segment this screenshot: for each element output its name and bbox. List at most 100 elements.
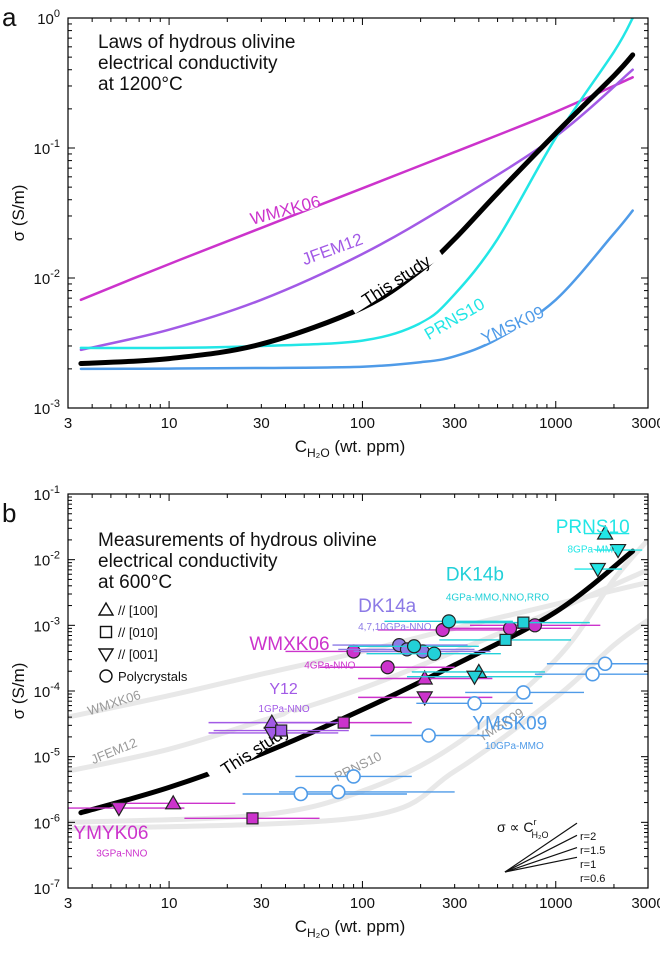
group-dk14b-point-square: [499, 633, 512, 647]
group-dk14a: DK14a 4,7,10GPa-NNO: [332, 596, 491, 659]
group-y12: Y12 1GPa-NNO: [208, 681, 349, 742]
series-prns10-line: [79, 18, 634, 350]
legend-triangle-down-icon: [97, 648, 115, 663]
y-tick-label: 10-4: [34, 681, 60, 701]
group-ymsk09-point-hcircle: [585, 666, 600, 682]
y-axis-label: σ (S/m): [9, 185, 28, 242]
x-tick-label: 100: [350, 895, 375, 912]
group-dk14b-point-circle: [406, 639, 422, 654]
group-ymsk09-point-hcircle: [597, 656, 613, 672]
series-this-study-label-background: [345, 241, 444, 314]
y-tick-label: 10-2: [34, 268, 60, 288]
group-ymyk06-sublabel: 3GPa-NNO: [96, 849, 147, 860]
chart-title-line: Laws of hydrous olivine: [98, 32, 296, 53]
y-tick-base: 10: [34, 618, 51, 635]
series-ymsk09-label-group: YMSK09: [477, 300, 547, 348]
group-ymsk09-point-hcircle: [330, 784, 346, 800]
x-tick-label: 3: [64, 415, 72, 432]
series-prns10-label-background: [420, 292, 486, 341]
group-wmxk06-point-square: [246, 812, 259, 825]
legend-triangle-up-icon: [97, 601, 115, 616]
group-prns10-point-triangle-down: [589, 562, 607, 578]
group-wmxk06-sublabel: 4GPa-NNO: [304, 661, 355, 672]
group-y12-sublabel: 1GPa-NNO: [258, 704, 309, 715]
y-tick-exponent: -3: [50, 398, 60, 410]
group-wmxk06-point-triangle-up: [164, 794, 182, 810]
group-dk14b-point-triangle-down: [465, 670, 484, 686]
series-jfem12-label: JFEM12: [299, 230, 365, 270]
x-axis-label-main: C: [295, 917, 307, 936]
x-tick-label: 30: [253, 895, 270, 912]
group-prns10: PRNS10 8GPa-MMO: [556, 517, 643, 578]
background-curve-prns10: [68, 538, 648, 825]
series-wmxk06-label: WMXK06: [248, 192, 322, 229]
group-wmxk06-point-triangle-down: [416, 691, 434, 707]
chart-title-line: electrical conductivity: [98, 53, 278, 74]
x-axis-label: CH₂O (wt. ppm): [295, 917, 406, 940]
group-dk14a-sublabel: 4,7,10GPa-NNO: [358, 622, 432, 633]
group-ymsk09-point-hcircle: [346, 769, 361, 784]
y-tick-base: 10: [34, 487, 51, 504]
series-wmxk06-label-background: [250, 189, 319, 224]
y-tick-exponent: -1: [50, 138, 60, 150]
x-tick-label: 3000: [631, 895, 660, 912]
symbol-legend: // [100] // [010] // [001] Polycrystals: [97, 601, 188, 684]
group-wmxk06-point-circle: [380, 660, 395, 675]
series-ymsk09-label: YMSK09: [478, 302, 547, 348]
slope-line-label: r=1.5: [580, 845, 605, 857]
group-dk14a-label: DK14a: [358, 596, 417, 617]
y-tick-label: 10-3: [34, 615, 60, 635]
chart-title-line: at 1200°C: [98, 74, 183, 95]
background-label-wmxk06: WMXK06: [86, 687, 143, 718]
y-tick-exponent: -4: [50, 681, 60, 693]
slope-formula-main: σ ∝ C: [497, 819, 534, 835]
legend-entry-label: // [010]: [118, 625, 158, 640]
y-tick-exponent: -6: [50, 812, 60, 824]
y-tick-label: 10-3: [34, 398, 60, 418]
y-tick-base: 10: [34, 141, 51, 158]
slope-line: [504, 846, 578, 873]
y-tick-label: 10-2: [34, 550, 60, 570]
series-jfem12-label-group: JFEM12: [297, 226, 365, 270]
x-tick-label: 1000: [539, 415, 572, 432]
group-ymsk09-point-hcircle: [421, 728, 436, 743]
y-tick-exponent: -2: [50, 550, 60, 562]
y-axis-label: σ (S/m): [9, 663, 28, 720]
group-ymsk09-point-hcircle: [467, 695, 482, 711]
y-tick-label: 100: [37, 8, 60, 28]
group-dk14b-point-circle: [427, 646, 442, 661]
group-prns10-point-triangle-down: [609, 543, 627, 559]
y-tick-base: 10: [34, 553, 51, 570]
slope-line: [504, 834, 578, 873]
chart-title-line: at 600°C: [98, 572, 172, 593]
series-ymsk09-line: [79, 209, 634, 371]
series-jfem12-label-background: [297, 226, 365, 266]
legend-circle-icon: [99, 669, 113, 683]
legend-entry-label: // [100]: [118, 603, 158, 618]
y-tick-label: 10-5: [34, 747, 60, 767]
background-label-wmxk06-group: WMXK06: [86, 687, 143, 718]
series-ymsk09-label-background: [477, 300, 545, 344]
y-tick-label: 10-7: [34, 878, 60, 898]
slope-legend: σ ∝ Cr H₂O r=2 r=1.5 r=1 r=0.6: [497, 817, 605, 885]
group-prns10-point-triangle-up: [596, 524, 614, 540]
legend-entry-label: Polycrystals: [118, 669, 188, 684]
group-prns10-sublabel: 8GPa-MMO: [567, 545, 621, 556]
group-dk14b-label: DK14b: [446, 565, 504, 586]
x-tick-label: 30: [253, 415, 270, 432]
y-tick-label: 10-1: [34, 484, 60, 504]
x-axis-label: CH₂O (wt. ppm): [295, 437, 406, 460]
x-tick-label: 10: [161, 415, 178, 432]
slope-formula-subscript: H₂O: [532, 830, 549, 840]
slope-line: [504, 856, 578, 873]
group-wmxk06-point-square: [337, 716, 350, 729]
legend-square-icon: [99, 625, 113, 639]
group-ymsk09-point-hcircle: [516, 685, 531, 700]
x-tick-label: 1000: [539, 895, 572, 912]
y-tick-exponent: -5: [50, 747, 60, 759]
y-tick-base: 10: [34, 271, 51, 288]
series-wmxk06-line: [79, 76, 634, 302]
group-wmxk06-point-triangle-up: [416, 669, 434, 685]
